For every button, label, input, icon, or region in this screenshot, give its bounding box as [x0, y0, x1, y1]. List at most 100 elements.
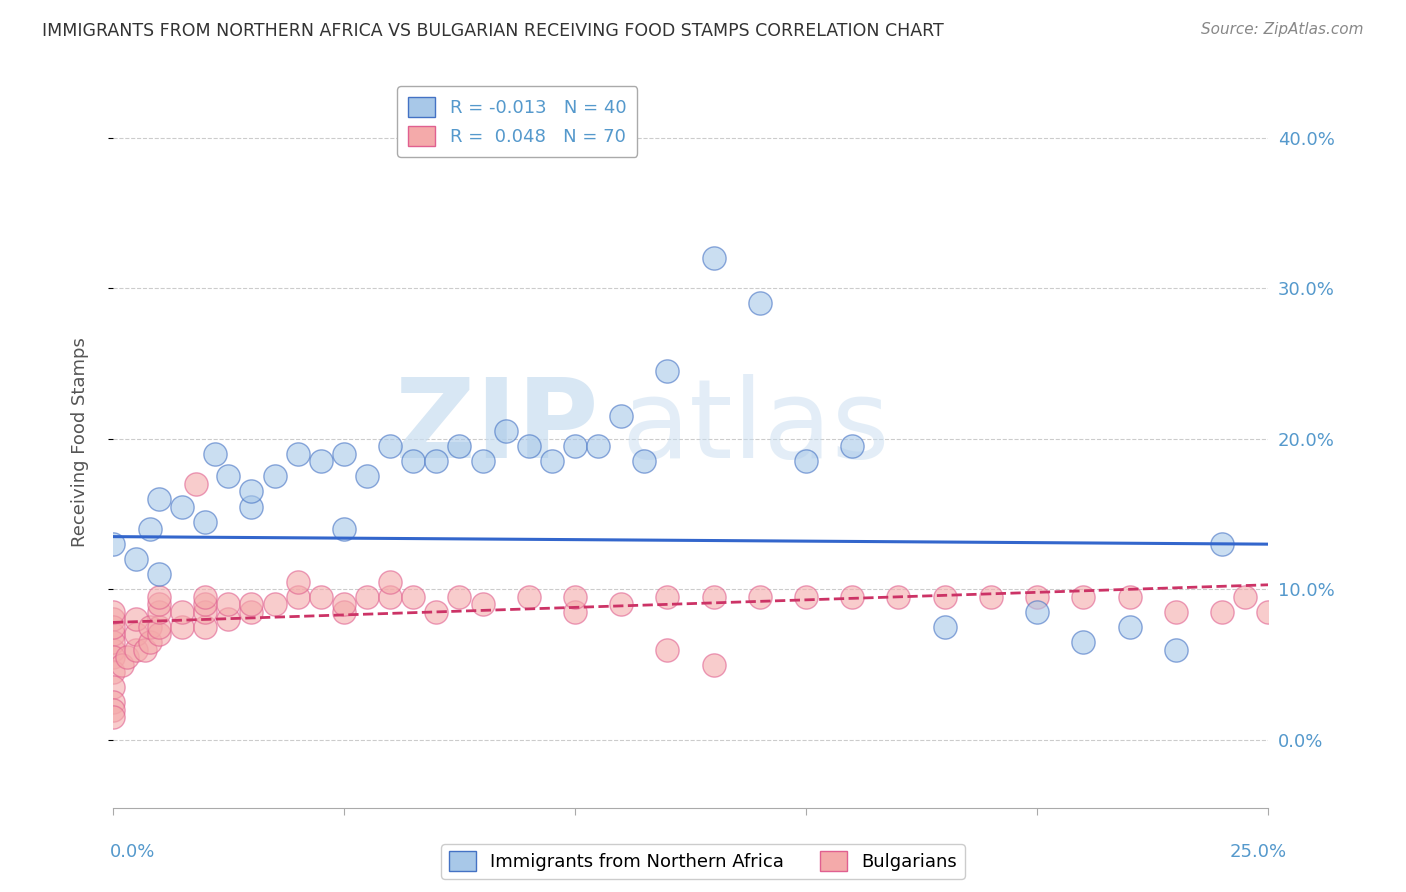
Point: [309, 454, 332, 468]
Text: IMMIGRANTS FROM NORTHERN AFRICA VS BULGARIAN RECEIVING FOOD STAMPS CORRELATION C: IMMIGRANTS FROM NORTHERN AFRICA VS BULGA…: [42, 22, 943, 40]
Point: [517, 439, 540, 453]
Point: [240, 484, 263, 499]
Point: [887, 590, 910, 604]
Text: ZIP: ZIP: [395, 375, 598, 482]
Point: [139, 620, 162, 634]
Point: [204, 447, 226, 461]
Point: [841, 439, 863, 453]
Text: 25.0%: 25.0%: [1229, 843, 1286, 861]
Point: [356, 469, 378, 483]
Point: [125, 552, 148, 566]
Point: [1071, 635, 1094, 649]
Point: [564, 605, 586, 619]
Point: [425, 454, 447, 468]
Point: [172, 620, 194, 634]
Point: [633, 454, 655, 468]
Point: [111, 657, 134, 672]
Point: [1234, 590, 1257, 604]
Point: [148, 605, 170, 619]
Point: [194, 515, 217, 529]
Y-axis label: Receiving Food Stamps: Receiving Food Stamps: [72, 337, 89, 548]
Point: [101, 537, 124, 551]
Point: [287, 574, 309, 589]
Point: [333, 522, 356, 536]
Point: [748, 296, 770, 310]
Point: [1071, 590, 1094, 604]
Point: [194, 620, 217, 634]
Point: [378, 574, 401, 589]
Point: [148, 567, 170, 582]
Point: [1211, 605, 1233, 619]
Point: [125, 627, 148, 641]
Point: [449, 439, 471, 453]
Point: [703, 251, 725, 265]
Point: [194, 598, 217, 612]
Point: [657, 642, 679, 657]
Point: [495, 424, 517, 438]
Point: [703, 657, 725, 672]
Point: [148, 627, 170, 641]
Point: [194, 605, 217, 619]
Point: [139, 522, 162, 536]
Point: [402, 454, 425, 468]
Text: 0.0%: 0.0%: [110, 843, 155, 861]
Point: [101, 665, 124, 679]
Point: [101, 627, 124, 641]
Point: [101, 620, 124, 634]
Point: [101, 650, 124, 665]
Legend: R = -0.013   N = 40, R =  0.048   N = 70: R = -0.013 N = 40, R = 0.048 N = 70: [398, 87, 637, 157]
Point: [1164, 642, 1187, 657]
Text: atlas: atlas: [621, 375, 890, 482]
Point: [101, 680, 124, 694]
Point: [184, 477, 207, 491]
Point: [449, 590, 471, 604]
Point: [841, 590, 863, 604]
Point: [980, 590, 1002, 604]
Point: [471, 454, 494, 468]
Text: Source: ZipAtlas.com: Source: ZipAtlas.com: [1201, 22, 1364, 37]
Point: [517, 590, 540, 604]
Point: [378, 439, 401, 453]
Point: [125, 612, 148, 626]
Point: [356, 590, 378, 604]
Point: [148, 620, 170, 634]
Point: [309, 590, 332, 604]
Point: [333, 447, 356, 461]
Point: [402, 590, 425, 604]
Point: [610, 409, 633, 424]
Point: [172, 500, 194, 514]
Point: [217, 598, 239, 612]
Point: [1118, 620, 1140, 634]
Point: [794, 454, 817, 468]
Point: [657, 364, 679, 378]
Point: [101, 695, 124, 709]
Point: [172, 605, 194, 619]
Point: [115, 650, 138, 665]
Point: [263, 598, 285, 612]
Point: [194, 590, 217, 604]
Point: [1164, 605, 1187, 619]
Point: [240, 605, 263, 619]
Point: [748, 590, 770, 604]
Point: [610, 598, 633, 612]
Point: [240, 500, 263, 514]
Point: [333, 605, 356, 619]
Point: [794, 590, 817, 604]
Point: [139, 635, 162, 649]
Point: [378, 590, 401, 604]
Point: [1257, 605, 1279, 619]
Legend: Immigrants from Northern Africa, Bulgarians: Immigrants from Northern Africa, Bulgari…: [441, 844, 965, 879]
Point: [333, 598, 356, 612]
Point: [134, 642, 156, 657]
Point: [287, 590, 309, 604]
Point: [541, 454, 564, 468]
Point: [148, 598, 170, 612]
Point: [148, 590, 170, 604]
Point: [217, 612, 239, 626]
Point: [1211, 537, 1233, 551]
Point: [425, 605, 447, 619]
Point: [564, 439, 586, 453]
Point: [471, 598, 494, 612]
Point: [263, 469, 285, 483]
Point: [101, 703, 124, 717]
